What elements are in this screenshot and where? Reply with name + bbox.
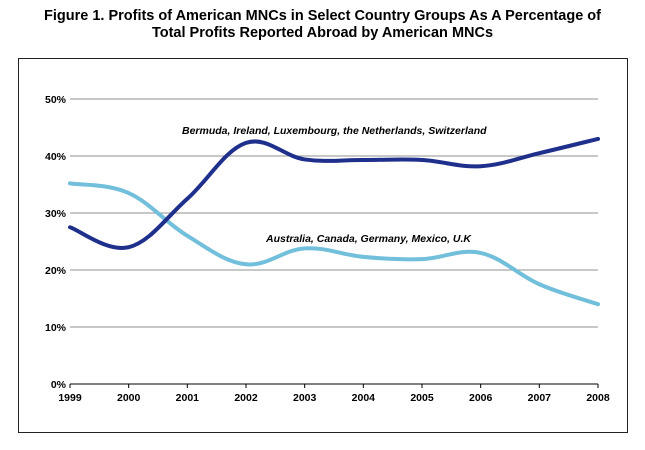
y-tick-label: 40% [45,151,67,163]
series-labels: Bermuda, Ireland, Luxembourg, the Nether… [182,125,487,245]
data-point [303,157,307,161]
data-point [68,225,72,229]
series-label-tax-havens: Bermuda, Ireland, Luxembourg, the Nether… [182,125,487,137]
series-lines [68,136,600,307]
x-tick-label: 2006 [469,392,493,404]
data-point [420,257,424,261]
y-tick-label: 0% [51,379,67,391]
data-point [361,158,365,162]
y-tick-label: 20% [45,265,67,277]
y-tick-label: 30% [45,208,67,220]
figure-title: Figure 1. Profits of American MNCs in Se… [0,8,645,42]
data-point [420,158,424,162]
x-tick-label: 2004 [352,392,376,404]
data-point [596,137,600,141]
x-tick-label: 2001 [176,392,200,404]
data-point [303,246,307,250]
data-point [127,191,131,195]
data-point [537,282,541,286]
figure-title-line-2: Total Profits Reported Abroad by America… [151,25,494,41]
data-point [537,151,541,155]
data-point [185,197,189,201]
x-tick-label: 2000 [117,392,141,404]
x-tick-label: 2005 [410,392,434,404]
data-point [361,255,365,259]
y-tick-label: 50% [45,94,67,106]
chart-frame [18,58,628,433]
data-point [68,181,72,185]
x-tick-label: 2003 [293,392,317,404]
figure-title-line-1: Figure 1. Profits of American MNCs in Se… [43,8,601,24]
data-point [185,234,189,238]
data-point [596,302,600,306]
x-tick-label: 1999 [58,392,82,404]
data-point [479,164,483,168]
tick-labels: 0% 10% 20% 30% 40% 50% 1999 2000 2001 2002 2003 200… [45,94,610,404]
x-tick-label: 2008 [586,392,610,404]
data-point [127,245,131,249]
data-point [244,141,248,145]
grid-lines [70,98,598,328]
y-tick-label: 10% [45,322,67,334]
data-point [244,262,248,266]
series-line-tax-havens [68,136,600,250]
axes [69,383,599,388]
series-label-major-economies: Australia, Canada, Germany, Mexico, U.K [265,233,472,245]
x-tick-label: 2007 [528,392,552,404]
x-tick-label: 2002 [234,392,258,404]
series-line-major-economies [68,181,600,307]
data-point [479,251,483,255]
